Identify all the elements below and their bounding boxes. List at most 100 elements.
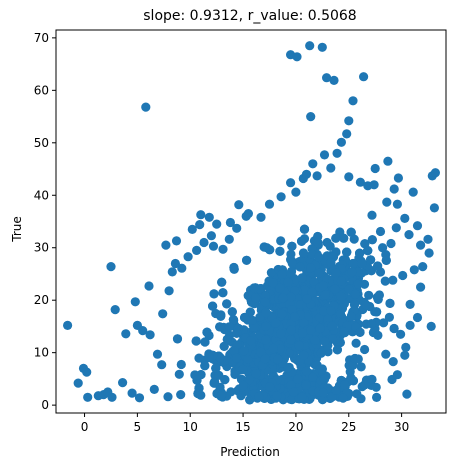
data-point xyxy=(163,392,173,402)
data-point xyxy=(314,268,324,278)
data-point xyxy=(326,163,336,173)
data-point xyxy=(344,172,354,182)
data-point xyxy=(391,223,401,233)
data-point xyxy=(286,325,296,335)
data-point xyxy=(177,263,187,273)
data-point xyxy=(369,180,379,190)
data-point xyxy=(336,276,346,286)
data-point xyxy=(366,255,376,265)
data-point xyxy=(278,293,288,303)
data-point xyxy=(287,258,297,268)
x-tick-label: 20 xyxy=(288,420,303,434)
data-point xyxy=(416,282,426,292)
data-point xyxy=(350,289,361,299)
data-point xyxy=(243,209,253,219)
data-point xyxy=(240,312,250,323)
points-layer xyxy=(63,41,440,405)
data-point xyxy=(246,336,256,346)
data-point xyxy=(316,348,326,358)
data-point xyxy=(239,346,249,356)
data-point xyxy=(388,275,398,285)
y-tick-label: 60 xyxy=(34,83,49,97)
data-point xyxy=(404,230,414,240)
data-point xyxy=(242,255,252,265)
data-point xyxy=(322,73,332,83)
data-point xyxy=(326,257,336,268)
data-point xyxy=(286,335,296,345)
data-point xyxy=(372,307,382,317)
data-point xyxy=(356,362,366,372)
data-point xyxy=(256,212,266,222)
data-point xyxy=(299,350,309,360)
data-point xyxy=(291,187,301,197)
data-point xyxy=(313,238,323,248)
data-point xyxy=(251,369,261,379)
data-point xyxy=(336,137,346,147)
data-point xyxy=(286,380,296,390)
data-point xyxy=(314,252,324,262)
data-point xyxy=(374,290,384,300)
data-point xyxy=(247,315,257,325)
data-point xyxy=(229,346,239,356)
data-point xyxy=(392,370,402,380)
data-point xyxy=(416,240,426,250)
data-point xyxy=(342,247,352,257)
data-point xyxy=(292,52,302,62)
data-point xyxy=(367,374,377,384)
data-point xyxy=(339,327,349,337)
data-point xyxy=(373,261,383,271)
data-point xyxy=(170,258,180,269)
data-point xyxy=(306,263,316,273)
data-point xyxy=(322,237,332,248)
data-point xyxy=(375,226,386,237)
data-point xyxy=(299,318,309,328)
data-point xyxy=(297,392,307,402)
data-point xyxy=(352,389,362,399)
data-point xyxy=(328,334,338,344)
data-point xyxy=(215,322,225,332)
data-point xyxy=(318,394,328,405)
data-point xyxy=(226,387,236,397)
data-point xyxy=(349,234,359,244)
data-point xyxy=(301,380,311,390)
data-point xyxy=(346,227,356,237)
data-point xyxy=(192,375,202,385)
data-point xyxy=(327,321,337,331)
data-point xyxy=(312,171,322,181)
data-point xyxy=(297,273,307,283)
data-point xyxy=(130,297,140,307)
data-point xyxy=(418,262,428,272)
data-point xyxy=(310,335,320,345)
data-point xyxy=(276,328,286,339)
data-point xyxy=(388,357,398,367)
data-point xyxy=(401,342,411,352)
data-point xyxy=(283,277,293,287)
data-point xyxy=(355,248,365,258)
y-tick-label: 50 xyxy=(34,136,49,150)
data-point xyxy=(110,305,120,315)
data-point xyxy=(199,237,209,248)
data-point xyxy=(348,258,358,269)
data-point xyxy=(318,306,329,316)
y-tick-label: 20 xyxy=(34,293,49,307)
data-point xyxy=(344,116,354,126)
data-point xyxy=(405,320,415,330)
data-point xyxy=(301,366,312,376)
x-tick-label: 0 xyxy=(81,420,89,434)
data-point xyxy=(294,341,304,351)
data-point xyxy=(290,312,300,322)
data-point xyxy=(288,387,299,397)
data-point xyxy=(301,169,312,179)
data-point xyxy=(212,219,222,229)
data-point xyxy=(227,307,237,317)
data-point xyxy=(332,345,342,355)
data-point xyxy=(145,330,155,340)
data-point xyxy=(176,359,186,370)
data-point xyxy=(118,378,128,388)
data-point xyxy=(389,184,399,194)
y-tick-label: 30 xyxy=(34,241,49,255)
data-point xyxy=(254,392,264,402)
data-point xyxy=(204,212,214,222)
data-point xyxy=(266,268,276,278)
data-point xyxy=(225,217,235,228)
